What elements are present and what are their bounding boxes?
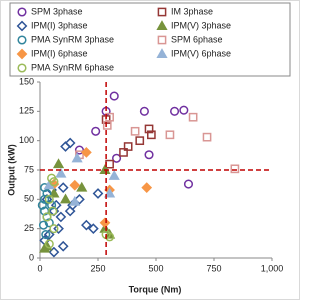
legend-marker <box>17 63 27 73</box>
data-point <box>47 200 57 210</box>
data-point <box>108 170 120 180</box>
data-point <box>55 167 67 178</box>
data-point <box>102 121 112 130</box>
data-point <box>71 152 83 163</box>
y-tick-label: 125 <box>19 106 34 116</box>
legend-marker <box>157 7 167 17</box>
data-point <box>42 188 52 199</box>
data-point <box>43 229 55 240</box>
data-point <box>119 148 128 157</box>
data-point <box>60 141 71 152</box>
legend-label: IPM(V) 6phase <box>171 48 231 58</box>
data-point <box>48 187 60 198</box>
data-point <box>59 193 72 204</box>
data-point <box>74 193 85 205</box>
data-point <box>147 130 156 140</box>
data-point <box>41 193 53 205</box>
data-point <box>99 222 111 233</box>
data-point <box>230 164 240 174</box>
data-point <box>49 177 59 187</box>
data-point <box>179 105 189 115</box>
x-tick-label: 1,000 <box>261 263 284 273</box>
data-point <box>48 206 58 216</box>
data-point <box>183 179 194 189</box>
data-point <box>57 182 69 193</box>
legend-marker <box>156 20 168 31</box>
data-point <box>69 179 81 191</box>
data-point <box>99 217 111 229</box>
legend-marker <box>157 35 167 45</box>
data-point <box>42 212 52 222</box>
data-point <box>64 137 76 149</box>
data-point <box>112 153 122 163</box>
y-tick-label: 0 <box>29 252 34 262</box>
legend-label: SPM 3phase <box>31 6 83 16</box>
y-tick-label: 50 <box>24 194 34 204</box>
legend-marker <box>16 20 28 32</box>
data-point <box>37 200 47 210</box>
data-point <box>202 132 212 142</box>
x-axis-title: Torque (Nm) <box>129 284 182 294</box>
data-point <box>104 187 116 198</box>
y-tick-label: 25 <box>24 223 34 233</box>
legend-label: IPM(I) 3phase <box>31 20 88 30</box>
legend-label: IM 3phase <box>171 6 213 16</box>
chart: Torque (Nm) Output (kW) 0 250 500 750 1,000 0… <box>0 0 300 300</box>
data-point <box>91 126 101 136</box>
data-point <box>48 246 60 258</box>
y-axis-title: Output (kW) <box>6 144 16 195</box>
data-point <box>57 240 69 252</box>
data-point <box>92 188 104 199</box>
legend-label: IPM(V) 3phase <box>171 20 231 30</box>
data-point <box>49 224 59 234</box>
data-point <box>139 106 149 116</box>
legend-marker <box>17 7 27 17</box>
legend-marker <box>16 48 28 60</box>
data-point <box>81 147 92 158</box>
x-tick-label: 0 <box>37 263 42 273</box>
data-point <box>44 239 54 249</box>
data-point <box>144 150 154 160</box>
x-tick-label: 250 <box>90 263 105 273</box>
y-tick-label: 100 <box>19 135 34 145</box>
data-point <box>188 112 198 122</box>
data-point <box>44 194 54 204</box>
legend-label: PMA SynRM 6phase <box>31 62 114 72</box>
y-tick-label: 75 <box>24 164 34 174</box>
data-point <box>38 220 49 230</box>
data-point <box>53 223 64 235</box>
data-point <box>40 194 50 204</box>
data-point <box>87 223 99 235</box>
x-tick-label: 500 <box>148 263 163 273</box>
data-point <box>170 106 180 116</box>
data-point <box>39 242 51 253</box>
legend-marker <box>156 48 168 59</box>
data-point <box>109 91 119 101</box>
data-point <box>130 126 140 136</box>
legend-box <box>9 2 291 77</box>
x-tick-label: 750 <box>206 263 221 273</box>
data-point <box>81 219 92 231</box>
data-point <box>74 145 84 155</box>
data-point <box>141 182 153 193</box>
data-point <box>55 211 67 223</box>
legend-label: PMA SynRM 3phase <box>31 34 114 44</box>
data-point <box>52 158 65 169</box>
legend-label: IPM(I) 6phase <box>31 48 88 58</box>
y-tick-label: 150 <box>19 76 34 86</box>
legend-marker <box>17 35 27 45</box>
data-point <box>69 195 81 206</box>
data-point <box>41 229 51 240</box>
legend-label: SPM 6phase <box>171 34 223 44</box>
data-point <box>123 142 133 151</box>
data-point <box>76 181 88 192</box>
data-point <box>135 136 145 146</box>
data-point <box>165 130 175 140</box>
data-point <box>144 124 154 134</box>
data-point <box>44 218 54 228</box>
